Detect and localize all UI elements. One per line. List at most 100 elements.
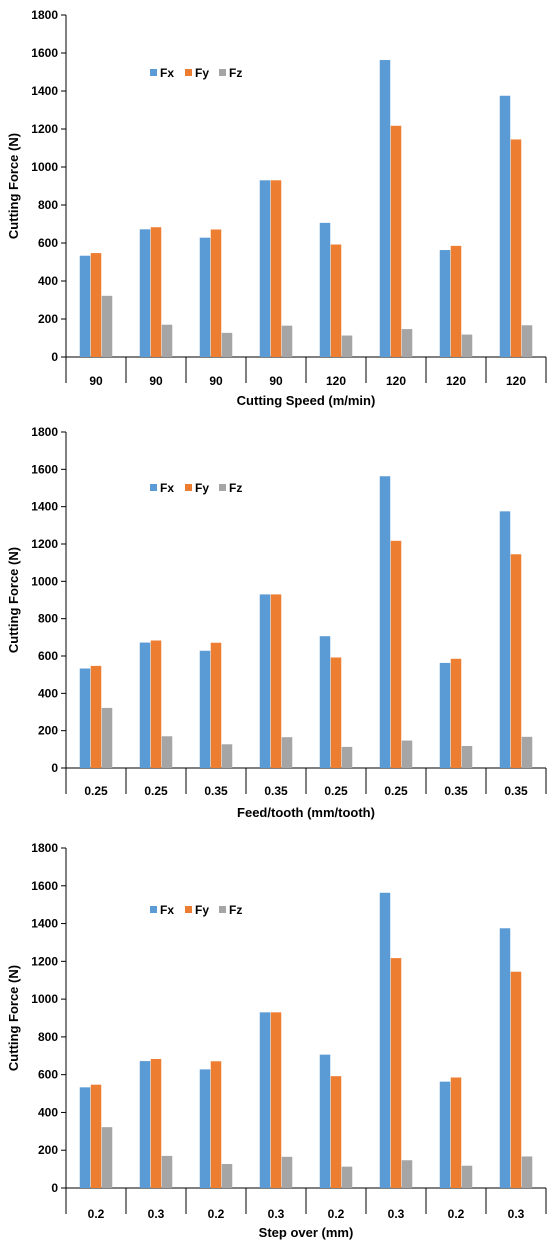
bar-fx: [139, 1061, 151, 1188]
x-tick-label: 90: [149, 374, 163, 388]
bar-fx: [499, 511, 511, 768]
chart-step-over: 0 200 400 600 800 1000 1200 1400 1600 1800 0.2 0.3 0…: [0, 835, 556, 1246]
x-tick-label: 0.3: [388, 1207, 405, 1221]
bar-fy: [210, 229, 222, 357]
bar-fz: [161, 1155, 173, 1188]
legend-swatch: [150, 484, 157, 491]
x-tick-label: 0.2: [208, 1207, 225, 1221]
bar-fx: [439, 250, 451, 357]
x-axis-title: Step over (mm): [259, 1225, 354, 1240]
bar-fz: [521, 325, 533, 357]
bar-fy: [390, 125, 402, 358]
y-tick-label: 1600: [31, 879, 58, 893]
bar-fx: [319, 1054, 331, 1188]
x-tick-label: 0.2: [328, 1207, 345, 1221]
y-axis-title: Cutting Force (N): [6, 965, 21, 1071]
legend-swatch: [185, 484, 192, 491]
x-tick-label: 90: [209, 374, 223, 388]
y-axis-title: Cutting Force (N): [6, 133, 21, 239]
legend-swatch: [219, 484, 226, 491]
y-tick-label: 1800: [31, 8, 58, 22]
y-tick-label: 1600: [31, 462, 58, 476]
bar-fz: [401, 740, 413, 768]
bar-fz: [341, 1166, 353, 1188]
bar-fx: [319, 636, 331, 768]
bar-fx: [199, 650, 211, 768]
y-tick-label: 800: [38, 198, 58, 212]
y-tick-label: 200: [38, 1143, 58, 1157]
bar-fz: [521, 736, 533, 768]
bar-fz: [521, 1156, 533, 1188]
bar-fx: [499, 95, 511, 357]
bar-fz: [101, 295, 113, 357]
bar-fz: [401, 329, 413, 357]
x-tick-label: 0.35: [444, 784, 468, 798]
y-tick-label: 1400: [31, 500, 58, 514]
x-tick-label: 0.35: [264, 784, 288, 798]
bar-fy: [510, 971, 522, 1188]
chart-svg: 0 200 400 600 800 1000 1200 1400 1600 1800 0.25 0.2…: [6, 425, 547, 820]
y-tick-label: 600: [38, 1068, 58, 1082]
bar-fz: [341, 746, 353, 768]
bar-fx: [319, 222, 331, 357]
bar-fx: [199, 1069, 211, 1188]
bar-fy: [390, 958, 402, 1188]
x-tick-label: 0.3: [268, 1207, 285, 1221]
bar-fy: [210, 1061, 222, 1188]
bar-fy: [390, 540, 402, 768]
bar-fx: [79, 668, 91, 768]
bar-fy: [150, 640, 162, 768]
bar-fx: [379, 476, 391, 768]
y-tick-label: 1200: [31, 122, 58, 136]
y-tick-label: 1800: [31, 425, 58, 439]
legend-swatch: [185, 906, 192, 913]
x-tick-label: 0.25: [84, 784, 108, 798]
bar-fx: [439, 662, 451, 768]
bar-fz: [281, 737, 293, 768]
bar-fy: [330, 244, 342, 357]
bar-fy: [510, 554, 522, 768]
x-tick-label: 0.35: [504, 784, 528, 798]
legend-label: Fz: [229, 66, 242, 80]
y-tick-label: 200: [38, 312, 58, 326]
y-tick-label: 200: [38, 724, 58, 738]
bar-fy: [450, 658, 462, 768]
x-tick-label: 120: [386, 374, 406, 388]
bar-fz: [341, 335, 353, 357]
x-tick-label: 0.25: [324, 784, 348, 798]
bar-fz: [281, 1156, 293, 1188]
chart-feed-per-tooth: 0 200 400 600 800 1000 1200 1400 1600 1800 0.25 0.2…: [0, 415, 556, 835]
y-tick-label: 800: [38, 1030, 58, 1044]
bar-fx: [139, 642, 151, 768]
bar-fx: [259, 594, 271, 768]
bar-fy: [150, 1058, 162, 1188]
bar-fx: [79, 255, 91, 357]
bar-fz: [281, 325, 293, 357]
y-tick-label: 600: [38, 649, 58, 663]
legend-label: Fy: [195, 481, 209, 495]
legend-label: Fy: [195, 903, 209, 917]
y-tick-label: 0: [51, 1181, 58, 1195]
x-tick-label: 0.25: [144, 784, 168, 798]
bar-fy: [510, 139, 522, 357]
bar-fx: [79, 1087, 91, 1188]
x-tick-label: 0.3: [508, 1207, 525, 1221]
bar-fz: [461, 334, 473, 357]
bar-fx: [379, 60, 391, 357]
bar-fy: [270, 1012, 282, 1188]
y-tick-label: 1000: [31, 160, 58, 174]
bar-fy: [90, 253, 102, 357]
y-tick-label: 400: [38, 274, 58, 288]
bar-fy: [270, 594, 282, 768]
bar-fy: [450, 1077, 462, 1188]
bar-fx: [499, 928, 511, 1188]
bar-fy: [150, 227, 162, 357]
bar-fy: [270, 180, 282, 357]
y-tick-label: 1600: [31, 46, 58, 60]
y-tick-label: 1000: [31, 574, 58, 588]
legend-swatch: [150, 69, 157, 76]
x-tick-label: 120: [326, 374, 346, 388]
bar-fz: [161, 324, 173, 357]
legend-swatch: [185, 69, 192, 76]
y-tick-label: 0: [51, 761, 58, 775]
